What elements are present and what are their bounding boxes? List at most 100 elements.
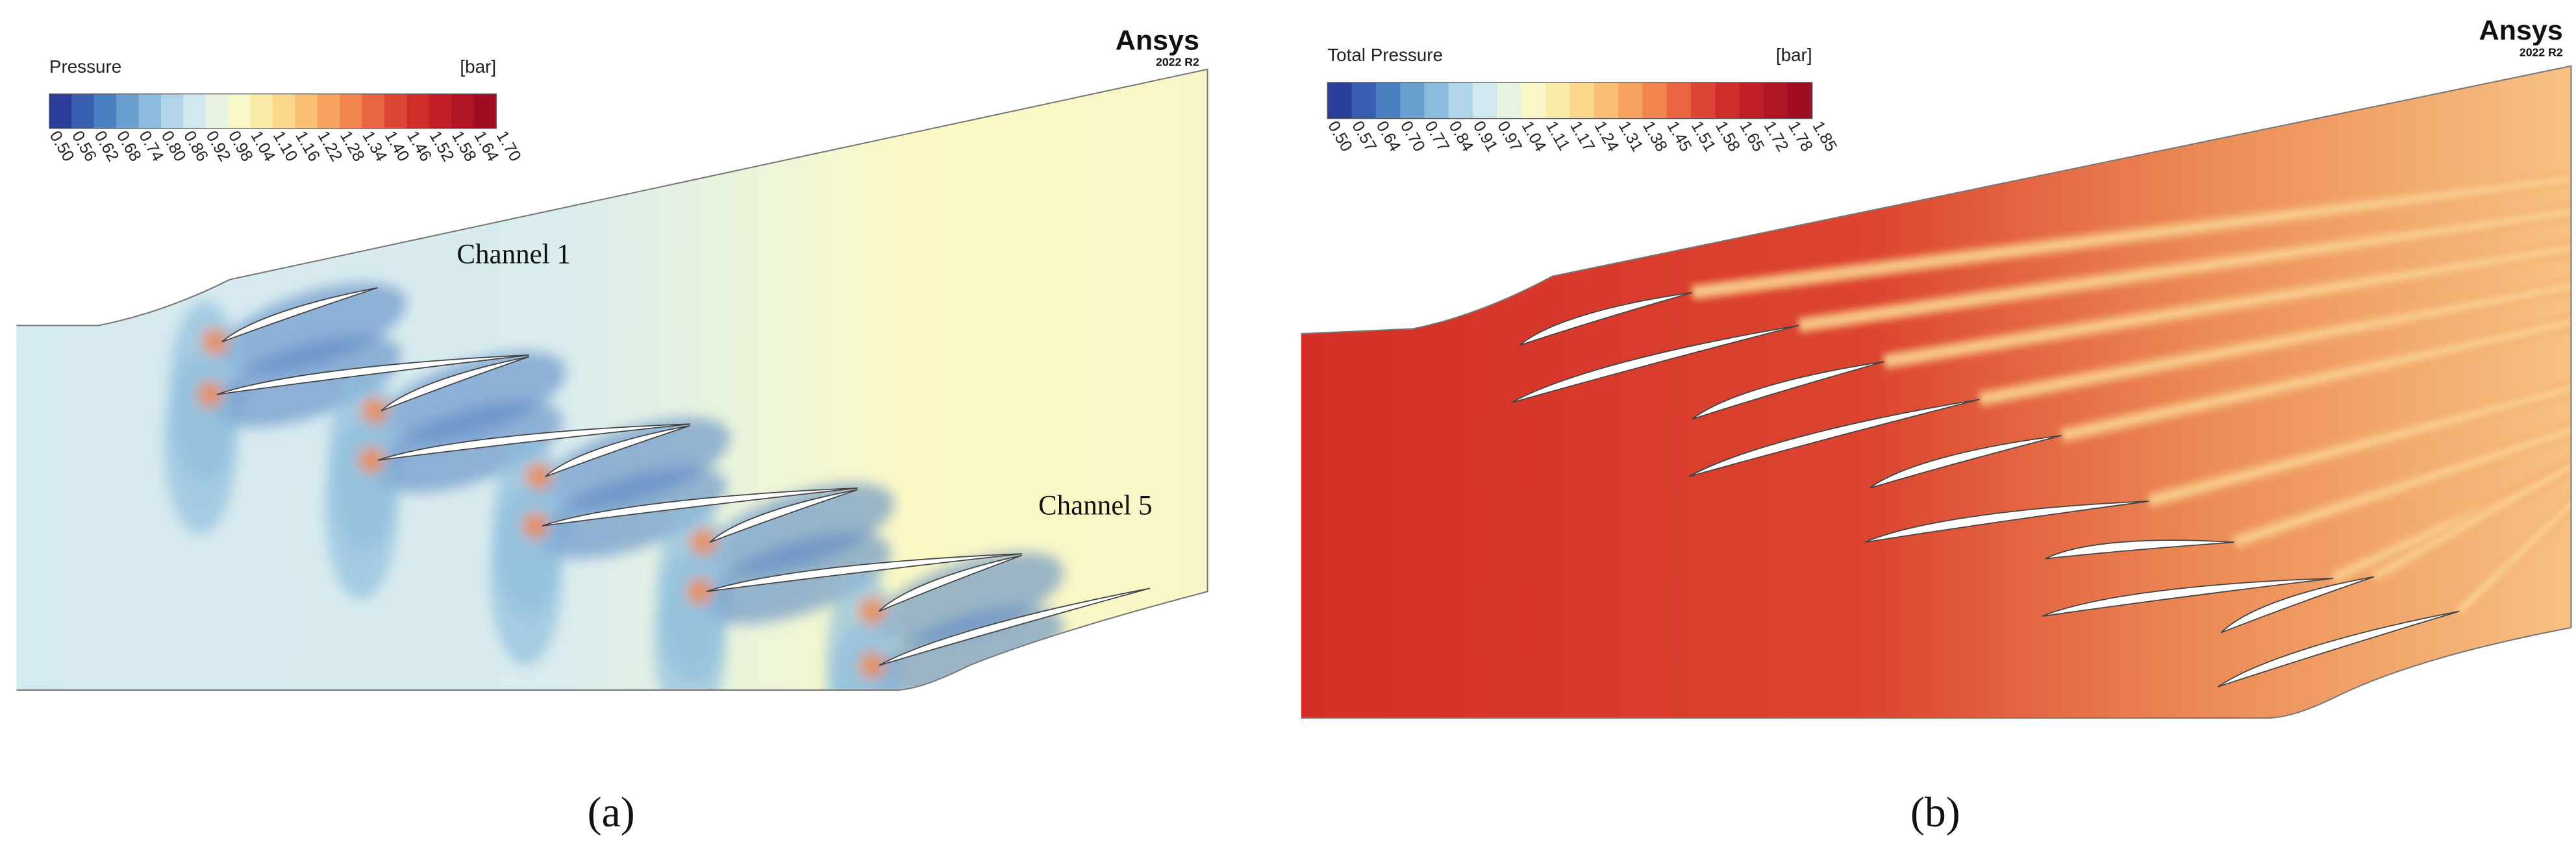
colorbar-frame xyxy=(49,93,497,129)
colorbar-label: 0.50 xyxy=(1324,118,1356,155)
annotation: Channel 1 xyxy=(456,239,571,269)
colorbar-label: 0.77 xyxy=(1421,118,1453,155)
blade xyxy=(221,287,379,343)
wake-core xyxy=(2061,318,2571,438)
colorbar-label: 1.78 xyxy=(1784,118,1816,155)
colorbar-label: 1.65 xyxy=(1736,118,1768,155)
colorbar-bin xyxy=(362,93,385,129)
wake-core xyxy=(1884,244,2571,364)
colorbar-bin xyxy=(1424,82,1449,119)
colorbar-bin xyxy=(1448,82,1473,119)
logo: Ansys xyxy=(2479,15,2563,46)
stagnation-zone xyxy=(361,397,388,425)
blade xyxy=(1519,291,1693,346)
colorbar-bin xyxy=(473,93,497,129)
colorbar-label: 0.70 xyxy=(1397,118,1429,155)
colorbar-label: 1.11 xyxy=(1542,118,1573,154)
colorbar-bin xyxy=(228,93,251,129)
colorbar-label: 1.38 xyxy=(1639,118,1671,155)
colorbar-frame xyxy=(1327,82,1813,119)
colorbar-label: 1.04 xyxy=(1518,118,1550,155)
colorbar-bin xyxy=(1715,82,1740,119)
colorbar-label: 1.58 xyxy=(1712,118,1744,155)
colorbar-bin xyxy=(406,93,430,129)
blade xyxy=(1511,325,1799,404)
logo: Ansys xyxy=(1116,25,1199,56)
low-pressure-zone xyxy=(705,483,895,575)
low-pressure-zone xyxy=(218,282,407,375)
blade xyxy=(542,487,858,526)
low-pressure-zone xyxy=(875,606,1064,691)
wake-core xyxy=(1692,175,2571,295)
colorbar-bin xyxy=(94,93,117,129)
colorbar-bin xyxy=(116,93,140,129)
domain-outline xyxy=(16,68,1208,691)
colorbar-bin xyxy=(429,93,452,129)
colorbar-bin xyxy=(272,93,296,129)
colorbar-label: 0.84 xyxy=(1445,118,1477,155)
stagnation-zone xyxy=(859,652,886,679)
stagnation-zone xyxy=(690,529,717,556)
blade xyxy=(1869,435,2062,489)
colorbar-bin xyxy=(183,93,206,129)
colorbar-label: 0.64 xyxy=(1373,118,1405,155)
colorbar-bin xyxy=(1690,82,1716,119)
colorbar-bin xyxy=(138,93,162,129)
blade xyxy=(879,587,1151,666)
colorbar-bin xyxy=(49,93,73,129)
colorbar-bin xyxy=(1618,82,1644,119)
colorbar-bin xyxy=(451,93,475,129)
blade xyxy=(1864,501,2149,543)
colorbar-label: 1.85 xyxy=(1808,118,1840,155)
blade xyxy=(216,354,529,395)
stagnation-zone xyxy=(202,328,229,355)
caption: (a) xyxy=(588,789,635,836)
colorbar-unit: [bar] xyxy=(460,56,496,77)
wake-core xyxy=(2457,494,2571,613)
colorbar-bin xyxy=(1351,82,1377,119)
colorbar-bin xyxy=(295,93,318,129)
colorbar-label: 1.70 xyxy=(493,128,525,165)
pressure-lobe xyxy=(164,353,237,534)
wake-core xyxy=(1979,282,2571,402)
colorbar-label: 1.24 xyxy=(1591,118,1623,155)
colorbar-bin xyxy=(340,93,363,129)
blade xyxy=(381,356,529,412)
colorbar-label: 1.51 xyxy=(1688,118,1719,155)
colorbar-title: Pressure xyxy=(49,56,121,77)
stagnation-zone xyxy=(197,381,224,408)
low-pressure-zone xyxy=(875,552,1064,645)
domain-outline xyxy=(1301,65,2572,719)
stagnation-zone xyxy=(859,598,886,624)
wake-core xyxy=(2372,460,2571,579)
low-pressure-zone xyxy=(377,351,566,444)
colorbar-bin xyxy=(1666,82,1692,119)
colorbar-bin xyxy=(1739,82,1764,119)
colorbar-title: Total Pressure xyxy=(1327,45,1443,65)
blade xyxy=(1692,361,1885,420)
colorbar-bin xyxy=(1569,82,1595,119)
colorbar-bin xyxy=(1763,82,1789,119)
colorbar-label: 1.17 xyxy=(1566,118,1598,155)
colorbar-bin xyxy=(1521,82,1546,119)
low-pressure-zone xyxy=(541,417,731,510)
pressure-lobe xyxy=(826,624,899,691)
stagnation-zone xyxy=(525,463,553,490)
colorbar-bin xyxy=(205,93,229,129)
colorbar-bin xyxy=(71,93,95,129)
colorbar-unit: [bar] xyxy=(1776,45,1812,65)
wake-core xyxy=(2148,384,2571,504)
colorbar-bin xyxy=(1473,82,1498,119)
caption: (b) xyxy=(1910,789,1960,836)
stagnation-zone xyxy=(522,512,549,539)
blade xyxy=(2220,576,2375,634)
colorbar-label: 1.45 xyxy=(1663,118,1695,155)
blade xyxy=(2217,610,2460,687)
colorbar-label: 0.57 xyxy=(1348,118,1380,155)
wake-core xyxy=(1798,208,2571,328)
colorbar-label: 1.31 xyxy=(1615,118,1647,155)
blade xyxy=(2042,578,2333,617)
colorbar-bin xyxy=(160,93,184,129)
